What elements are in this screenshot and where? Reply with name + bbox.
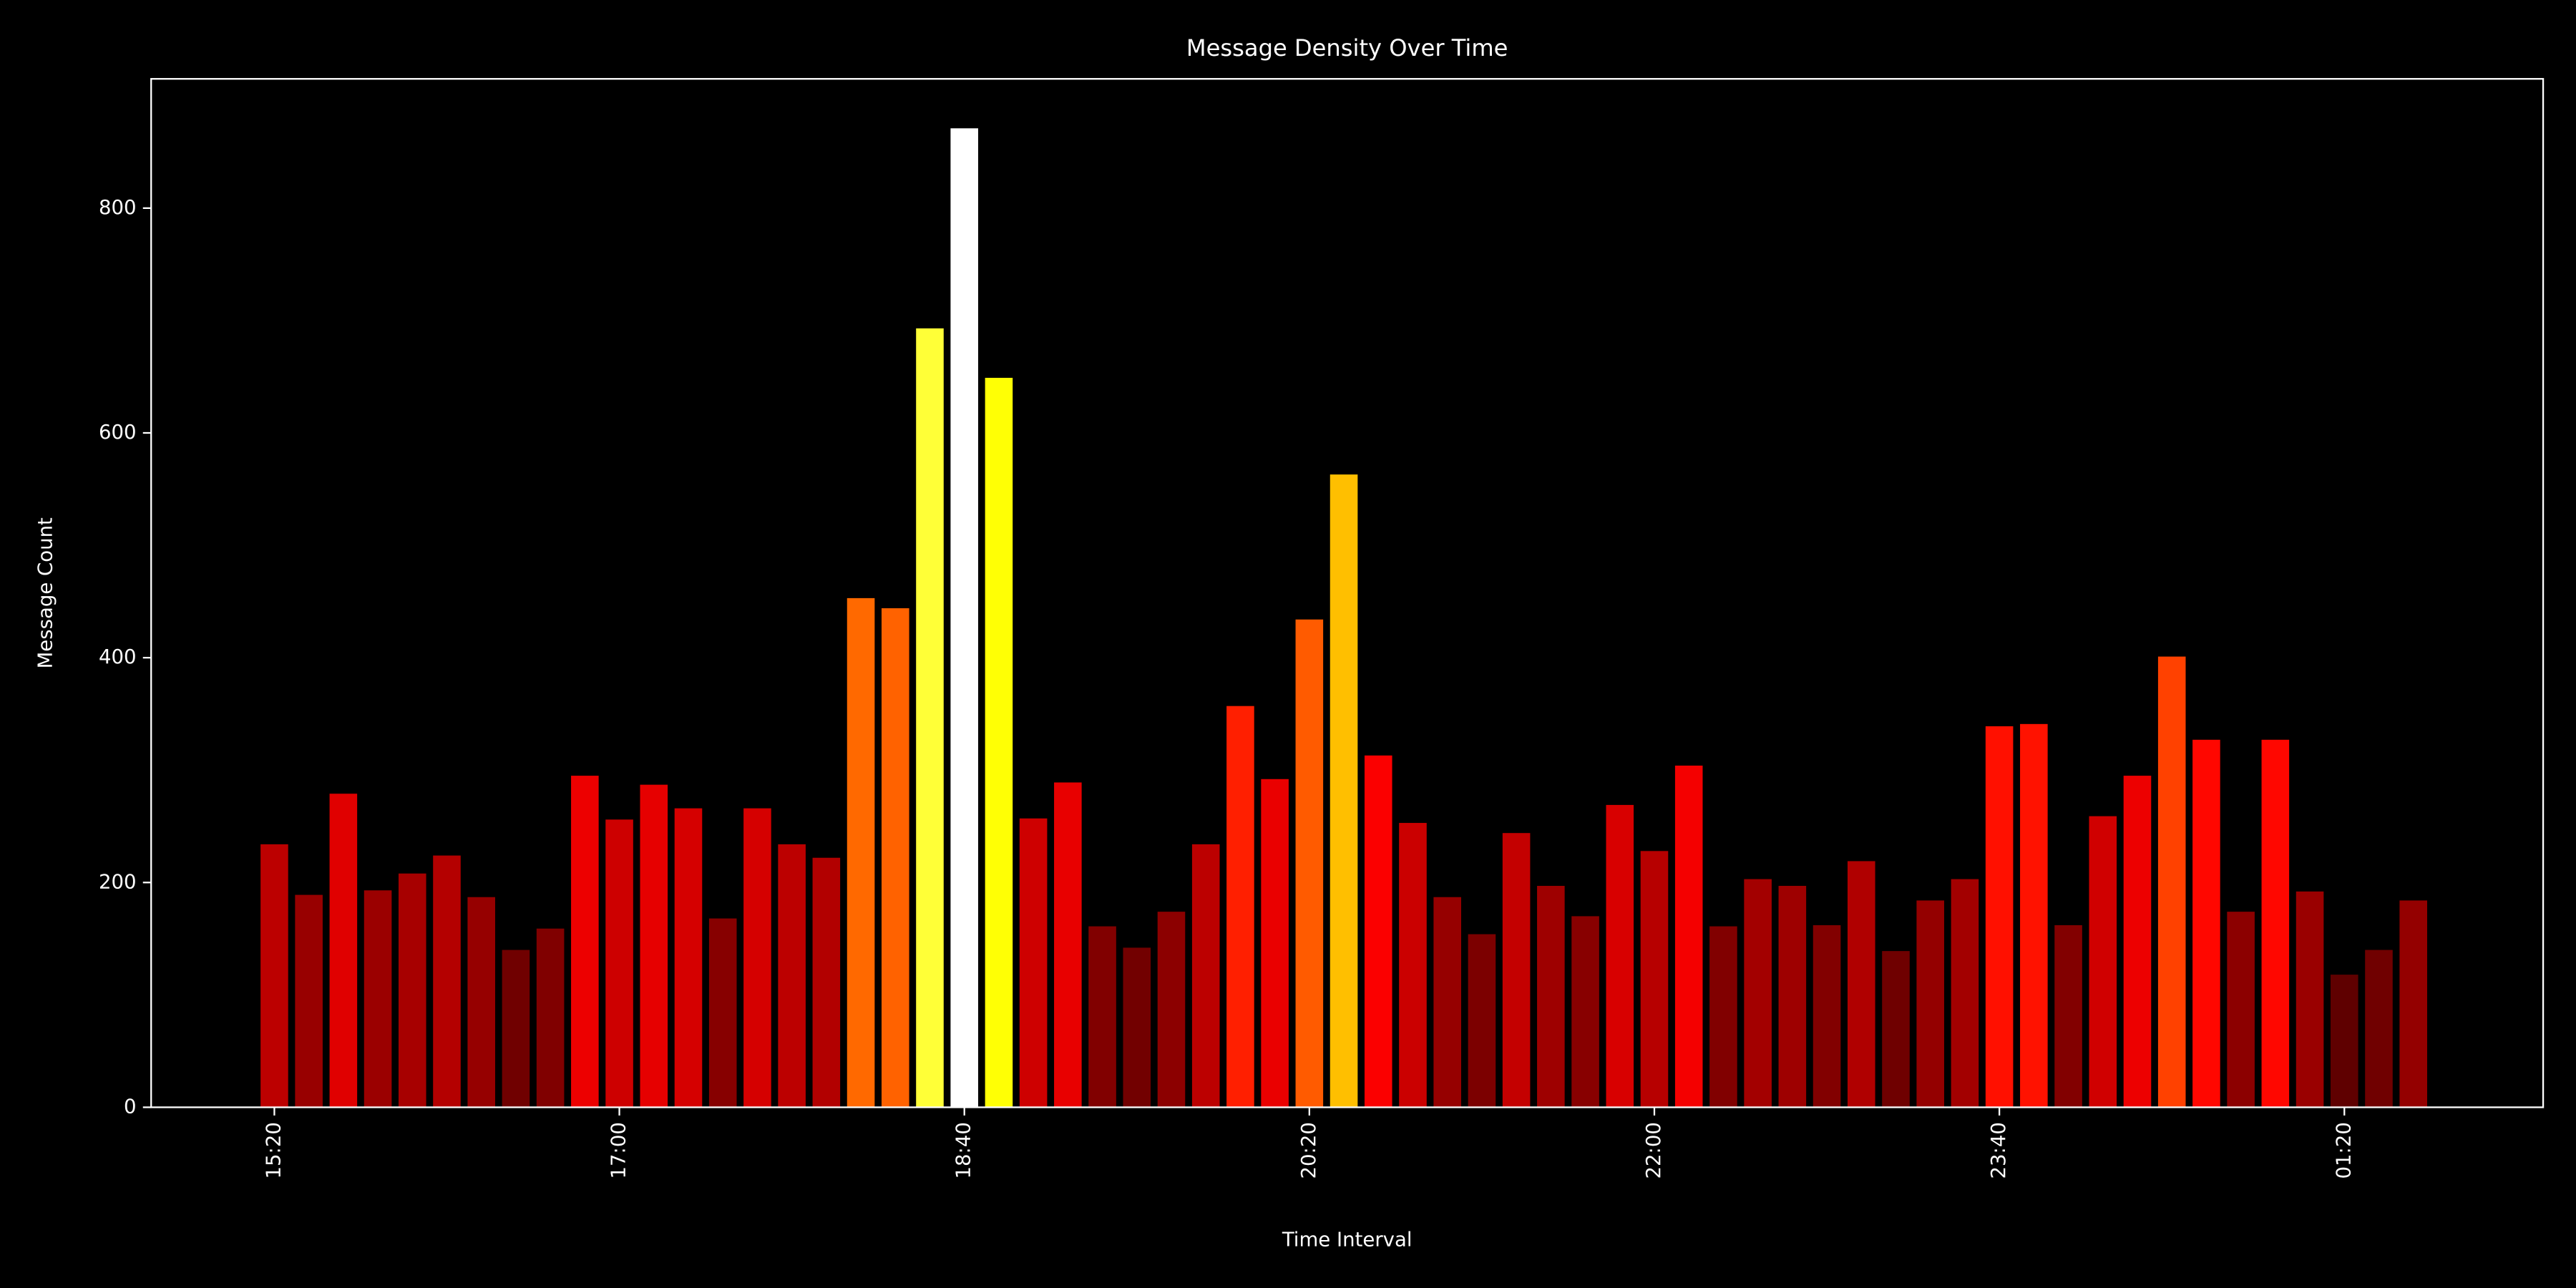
x-tick-label: 23:40 (1987, 1122, 2010, 1179)
bar (1606, 804, 1634, 1108)
bar (1433, 897, 1461, 1108)
bar (1226, 706, 1254, 1108)
bar (1502, 833, 1531, 1108)
bar (1709, 926, 1737, 1108)
y-tick-label: 800 (99, 196, 137, 219)
bar (1882, 951, 1910, 1108)
bar (1571, 916, 1599, 1108)
bar (536, 928, 565, 1108)
bar (1088, 926, 1116, 1108)
bar (1330, 474, 1358, 1108)
x-tick-label: 01:20 (2332, 1122, 2355, 1179)
bar (1295, 619, 1324, 1108)
y-tick-label: 600 (99, 421, 137, 444)
bar (398, 873, 426, 1108)
bar (916, 328, 944, 1108)
bar (1537, 886, 1565, 1108)
bar (1847, 861, 1875, 1108)
bar (1744, 879, 1772, 1108)
bar (743, 808, 771, 1108)
bar (812, 857, 841, 1108)
x-tick-label: 18:40 (952, 1122, 975, 1179)
bar (1916, 900, 1944, 1108)
x-tick-label: 17:00 (608, 1122, 630, 1179)
bar (1778, 886, 1807, 1108)
bar (1985, 726, 2014, 1108)
bar (502, 950, 530, 1108)
bar (1261, 779, 1289, 1108)
bar (2330, 975, 2358, 1108)
bar (1364, 755, 1392, 1108)
plot-frame (150, 78, 2545, 1108)
bar (295, 894, 323, 1108)
bar (1019, 818, 1048, 1108)
bar (1123, 947, 1151, 1108)
bar (2020, 723, 2048, 1108)
x-axis-label: Time Interval (1282, 1228, 1413, 1251)
bar (467, 897, 495, 1108)
bar (260, 844, 288, 1108)
bar (1191, 844, 1220, 1108)
bar (2399, 900, 2427, 1108)
bar (1399, 823, 1427, 1108)
x-tick-label: 15:20 (262, 1122, 285, 1179)
bar (1468, 934, 1496, 1108)
bar (1951, 879, 1979, 1108)
y-tick-label: 400 (99, 645, 137, 668)
bar (1054, 782, 1082, 1108)
bar (708, 918, 737, 1108)
bar (2157, 656, 2186, 1108)
bar (2123, 776, 2152, 1108)
bar (433, 855, 461, 1108)
bar (2054, 924, 2082, 1108)
bar (847, 597, 875, 1108)
bar (605, 819, 633, 1108)
bar (1813, 924, 1841, 1108)
bar (2261, 739, 2290, 1108)
x-tick-label: 22:00 (1642, 1122, 1665, 1179)
bar (571, 776, 599, 1108)
bar (674, 808, 703, 1108)
bar (985, 378, 1013, 1108)
bar (2192, 739, 2220, 1108)
y-axis-label: Message Count (34, 517, 57, 668)
bar (329, 794, 358, 1108)
bar (2089, 816, 2117, 1108)
bar (2227, 912, 2255, 1108)
bar (1674, 765, 1703, 1108)
bar (364, 890, 392, 1108)
bar (778, 844, 806, 1108)
bar (2365, 950, 2393, 1108)
y-tick-label: 200 (99, 870, 137, 893)
bar (1640, 851, 1669, 1108)
bar (950, 128, 978, 1108)
bar (2296, 891, 2324, 1108)
bar (1157, 912, 1186, 1108)
bar (881, 608, 909, 1108)
bar (640, 784, 668, 1108)
chart-title: Message Density Over Time (1186, 34, 1508, 62)
y-tick-label: 0 (124, 1095, 137, 1118)
x-tick-label: 20:20 (1297, 1122, 1320, 1179)
